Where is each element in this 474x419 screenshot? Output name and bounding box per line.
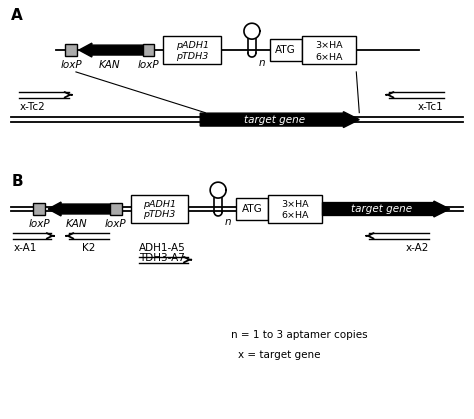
Text: KAN: KAN xyxy=(66,219,88,229)
Text: TDH3-A7: TDH3-A7 xyxy=(138,253,184,263)
Text: pADH1: pADH1 xyxy=(176,41,209,49)
Text: n = 1 to 3 aptamer copies: n = 1 to 3 aptamer copies xyxy=(231,330,368,340)
FancyArrow shape xyxy=(322,201,450,217)
Text: x-A2: x-A2 xyxy=(405,243,429,253)
Text: pTDH3: pTDH3 xyxy=(143,210,175,220)
Text: 3×HA: 3×HA xyxy=(282,199,309,209)
Text: 6×HA: 6×HA xyxy=(315,52,343,62)
FancyBboxPatch shape xyxy=(65,44,77,56)
Text: target gene: target gene xyxy=(351,204,412,214)
Text: loxP: loxP xyxy=(28,219,50,229)
FancyBboxPatch shape xyxy=(301,36,356,64)
Text: A: A xyxy=(11,8,23,23)
Text: KAN: KAN xyxy=(99,60,120,70)
FancyBboxPatch shape xyxy=(268,195,322,223)
Text: B: B xyxy=(11,174,23,189)
FancyArrow shape xyxy=(48,202,111,216)
Text: loxP: loxP xyxy=(105,219,127,229)
Text: pADH1: pADH1 xyxy=(143,199,176,209)
FancyBboxPatch shape xyxy=(270,39,301,61)
Text: n: n xyxy=(259,58,265,68)
Text: x = target gene: x = target gene xyxy=(238,350,321,360)
FancyBboxPatch shape xyxy=(236,198,268,220)
Text: ADH1-A5: ADH1-A5 xyxy=(138,243,185,253)
Text: 6×HA: 6×HA xyxy=(282,212,309,220)
Text: pTDH3: pTDH3 xyxy=(176,52,209,60)
FancyArrow shape xyxy=(79,43,144,57)
Text: ATG: ATG xyxy=(242,204,262,214)
Text: x-Tc2: x-Tc2 xyxy=(19,102,45,112)
FancyBboxPatch shape xyxy=(33,203,45,215)
Text: 3×HA: 3×HA xyxy=(315,41,343,49)
FancyBboxPatch shape xyxy=(143,44,155,56)
FancyBboxPatch shape xyxy=(164,36,221,64)
Text: loxP: loxP xyxy=(60,60,82,70)
Text: K2: K2 xyxy=(82,243,96,253)
FancyBboxPatch shape xyxy=(131,195,188,223)
FancyArrow shape xyxy=(200,111,359,127)
Text: x-Tc1: x-Tc1 xyxy=(418,102,444,112)
Text: target gene: target gene xyxy=(244,115,305,124)
Text: n: n xyxy=(225,217,232,227)
Text: loxP: loxP xyxy=(138,60,159,70)
Text: x-A1: x-A1 xyxy=(13,243,36,253)
Text: ATG: ATG xyxy=(275,45,296,55)
FancyBboxPatch shape xyxy=(110,203,122,215)
